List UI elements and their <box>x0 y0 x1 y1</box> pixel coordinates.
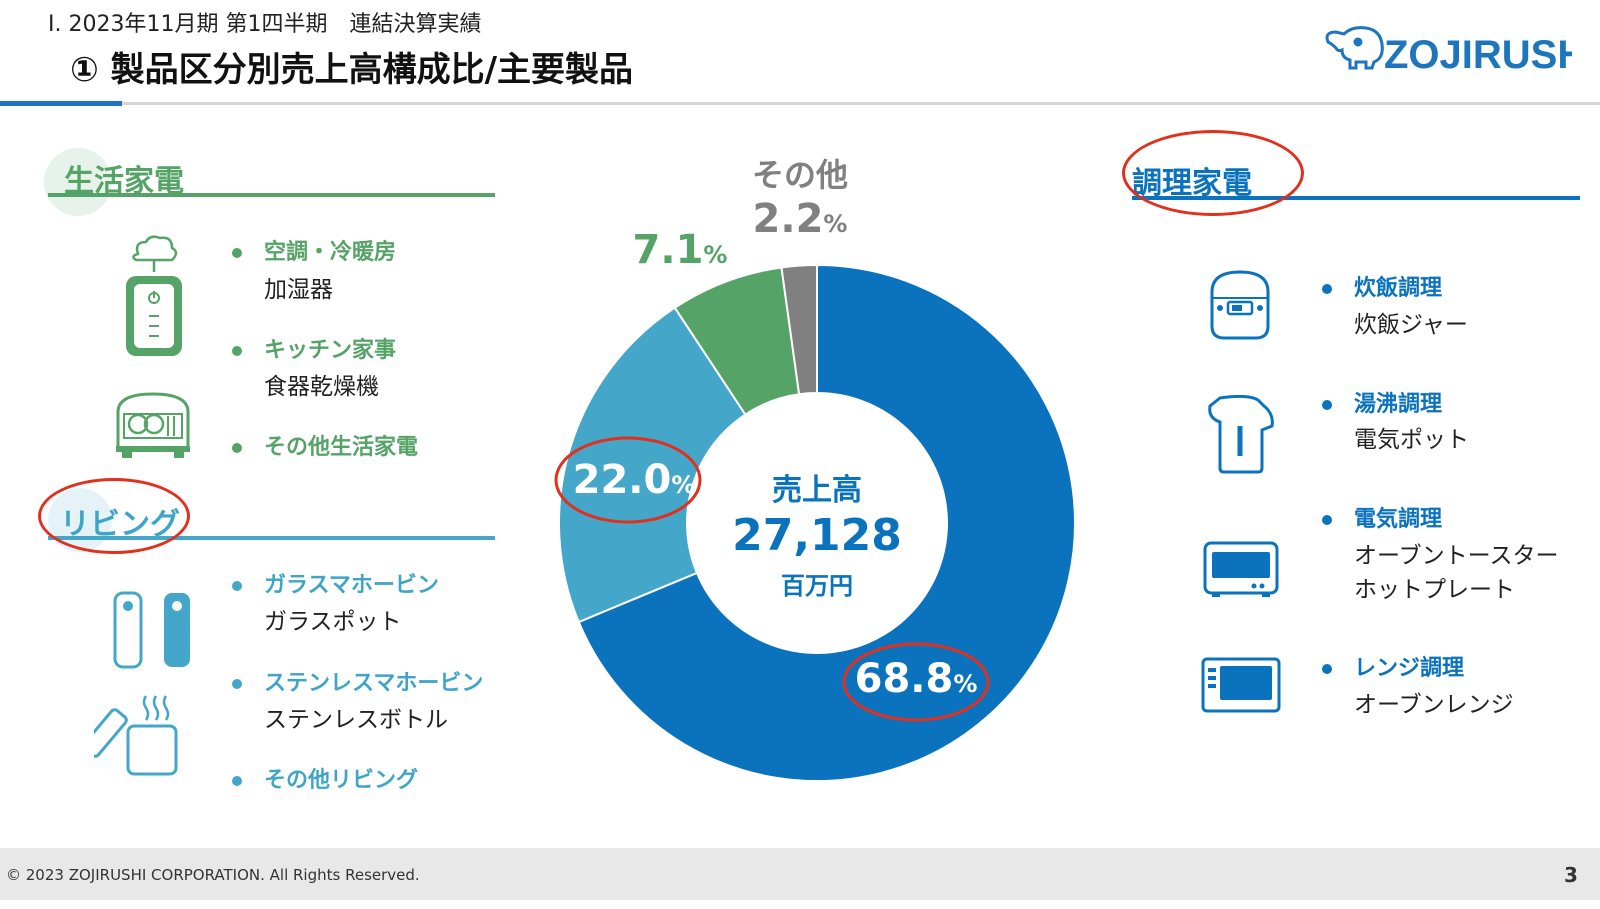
slice-value-label-2: 7.1% <box>633 227 728 273</box>
category-other-living-appliances: その他生活家電 <box>232 429 418 461</box>
product-hot-plate: ホットプレート <box>1354 577 1515 603</box>
copyright-text: © 2023 ZOJIRUSHI CORPORATION. All Rights… <box>6 866 420 884</box>
slice-name-label-3: その他 <box>752 156 848 194</box>
category-stainless-thermos: ステンレスマホービン <box>232 665 483 697</box>
bullet-dot <box>232 346 242 356</box>
product-humidifier: 加湿器 <box>264 277 333 303</box>
bullet-dot <box>1322 664 1332 674</box>
bullet-dot <box>1322 515 1332 525</box>
category-label: 炊飯調理 <box>1354 276 1443 301</box>
category-water-boiling: 湯沸調理 <box>1322 386 1442 418</box>
bullet-dot <box>232 443 242 453</box>
page-subtitle: Ⅰ. 2023年11月期 第1四半期 連結決算実績 <box>48 12 482 37</box>
section-badge-circle <box>44 148 112 216</box>
header-divider-accent <box>0 101 122 106</box>
category-label: レンジ調理 <box>1354 656 1465 681</box>
product-electric-pot: 電気ポット <box>1354 427 1469 453</box>
dish-dryer-icon <box>112 390 194 460</box>
page-number: 3 <box>1564 863 1578 887</box>
category-label: その他生活家電 <box>264 435 419 460</box>
zojirushi-logo: ZOJIRUSHI <box>1322 22 1597 82</box>
microwave-oven-icon <box>1200 656 1282 714</box>
logo-text: ZOJIRUSHI <box>1384 33 1572 77</box>
category-label: その他リビング <box>264 768 419 793</box>
toaster-oven-icon <box>1202 540 1280 598</box>
glass-pot-icon <box>112 590 194 670</box>
category-label: 電気調理 <box>1354 507 1443 532</box>
product-microwave-oven: オーブンレンジ <box>1354 692 1514 718</box>
electric-pot-icon <box>1204 392 1276 474</box>
category-glass-thermos: ガラスマホービン <box>232 567 439 599</box>
section-rule-living <box>48 536 495 540</box>
donut-slice-1 <box>558 306 747 624</box>
product-dish-dryer: 食器乾燥機 <box>264 374 379 400</box>
bullet-dot <box>232 248 242 258</box>
category-other-living: その他リビング <box>232 762 418 794</box>
donut-slice-2 <box>673 266 801 416</box>
rice-cooker-icon <box>1206 268 1274 342</box>
donut-slice-0 <box>577 263 1076 782</box>
category-label: 湯沸調理 <box>1354 392 1443 417</box>
slice-value-label-0: 68.8% <box>855 656 978 702</box>
stainless-bottle-icon <box>82 690 178 780</box>
slice-value-label-1: 22.0% <box>573 457 696 503</box>
category-air-conditioning: 空調・冷暖房 <box>232 234 396 266</box>
center-value: 27,128 <box>732 510 902 561</box>
bullet-dot <box>232 776 242 786</box>
slice-value-label-3: 2.2% <box>753 196 848 242</box>
highlight-circle-cooking <box>1122 130 1304 216</box>
product-stainless-bottle: ステンレスボトル <box>264 707 448 733</box>
bullet-dot <box>232 581 242 591</box>
product-glass-pot: ガラスポット <box>264 609 402 635</box>
product-rice-cooker: 炊飯ジャー <box>1354 312 1468 338</box>
bullet-dot <box>1322 284 1332 294</box>
highlight-circle-living <box>38 478 190 554</box>
category-label: ステンレスマホービン <box>264 671 484 696</box>
page-title: ① 製品区分別売上高構成比/主要製品 <box>70 50 634 90</box>
elephant-logo-icon: ZOJIRUSHI <box>1325 26 1597 77</box>
footer-bar <box>0 848 1600 900</box>
category-kitchen-housework: キッチン家事 <box>232 332 396 364</box>
category-label: 空調・冷暖房 <box>264 240 397 265</box>
donut-slice-3 <box>780 263 818 396</box>
category-microwave-cooking: レンジ調理 <box>1322 650 1464 682</box>
section-rule-cooking <box>1132 196 1580 200</box>
product-toaster-oven: オーブントースター <box>1354 543 1559 569</box>
category-label: ガラスマホービン <box>264 573 439 598</box>
center-unit: 百万円 <box>781 572 853 600</box>
highlight-circle-slice-0 <box>842 642 990 722</box>
category-rice-cooking: 炊飯調理 <box>1322 270 1442 302</box>
bullet-dot <box>232 679 242 689</box>
header-divider <box>0 102 1600 105</box>
bullet-dot <box>1322 400 1332 410</box>
category-electric-cooking: 電気調理 <box>1322 501 1442 533</box>
highlight-circle-slice-1 <box>554 436 702 524</box>
humidifier-icon <box>124 232 184 362</box>
section-rule-living-appliances <box>48 193 495 197</box>
center-label: 売上高 <box>772 473 862 508</box>
category-label: キッチン家事 <box>264 338 397 363</box>
